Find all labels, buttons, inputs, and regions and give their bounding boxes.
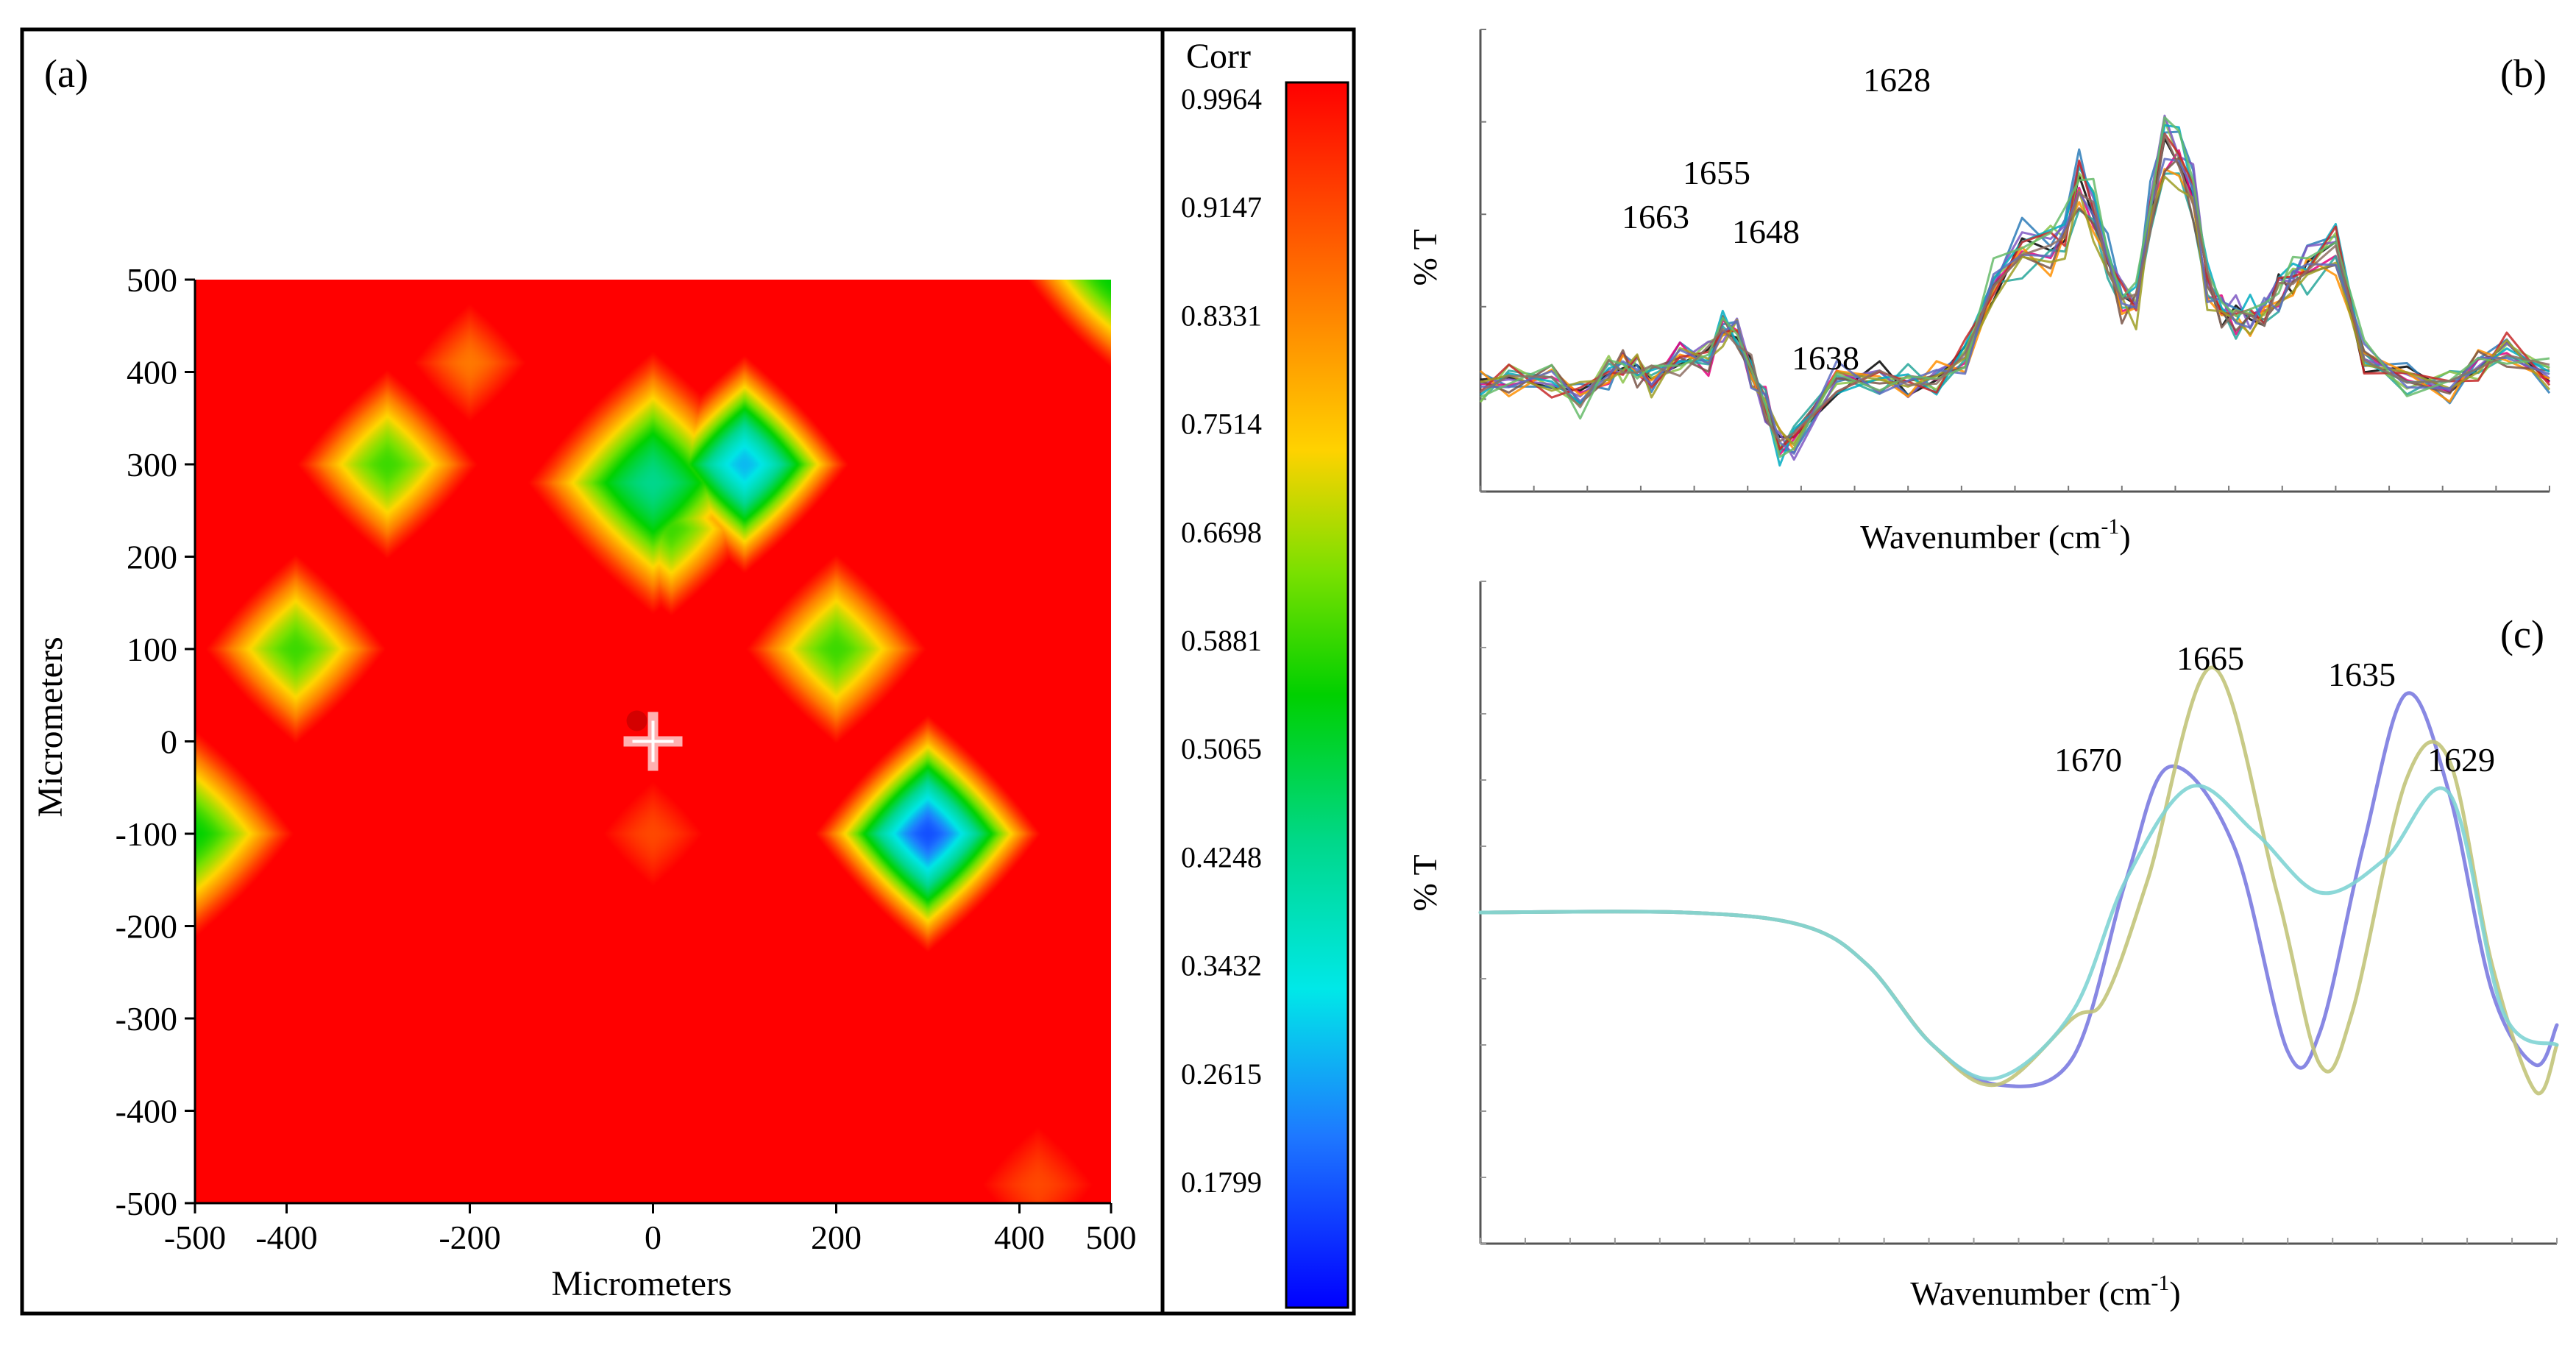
x-tick-label: 0 [645,1219,661,1256]
y-tick-label: 300 [127,446,177,483]
x-axis-label: Micrometers [551,1264,731,1303]
spectrum-series-14 [1480,133,2550,443]
colorbar-label: 0.3432 [1181,949,1262,982]
spectrum-series-2 [1480,130,2551,454]
y-tick-label: -100 [116,815,177,853]
spectrum-series-3 [1480,149,2550,456]
x-axis-ticks: -500 -400 -200 0 200 400 500 [164,1202,1137,1256]
panel-b-x-label: Wavenumber (cm-1) [1860,514,2130,556]
x-tick-label: 400 [994,1219,1045,1256]
panel-b-label: (b) [2500,52,2547,96]
colorbar-label: 0.5065 [1181,732,1262,765]
peak-label-1648: 1648 [1732,213,1800,250]
y-tick-label: 500 [127,261,177,299]
panel-a: (a) 5004003002001000-100-200-300-400-500… [20,27,1356,1316]
spectrum-series-13 [1480,116,2550,458]
peak-label-1655: 1655 [1683,154,1750,191]
colorbar-title: Corr [1186,37,1251,76]
colorbar-label: 0.1799 [1181,1166,1262,1199]
colorbar-label: 0.6698 [1181,516,1262,549]
panel-b-ticks [1480,29,2550,492]
spectrum-series-6 [1480,114,2550,461]
panel-c: (c) 1670 1665 1635 1629 % T Wavenumber (… [1406,581,2559,1312]
y-tick-label: 400 [127,354,177,391]
spectrum-series-11 [1480,175,2551,447]
marker-dot [626,710,647,731]
panel-b: (b) 1628 1655 1663 1648 1638 % T Wavenum… [1406,29,2551,556]
spectrum-series-10 [1479,132,2551,450]
center-marker[interactable] [623,710,683,771]
peak-label-1628: 1628 [1863,61,1931,99]
y-axis-ticks: 500 400 300 200 100 0 -100 -200 -300 -400 -500 [116,261,196,1222]
panel-c-fits [1478,665,2559,1096]
x-tick-label: -200 [439,1219,500,1256]
spectrum-series-9 [1480,124,2550,467]
panel-b-y-label: % T [1406,229,1444,286]
panel-c-label: (c) [2500,612,2544,656]
fit-label-1665: 1665 [2176,639,2244,677]
fit-label-1629: 1629 [2427,741,2495,779]
y-tick-label: -200 [116,908,177,946]
colorbar-label: 0.8331 [1181,299,1262,332]
y-tick-label: -500 [116,1185,177,1222]
fit-label-1635: 1635 [2328,656,2396,693]
panel-a-frame [20,27,1356,1316]
y-tick-label: 200 [127,539,177,576]
panel-c-ticks [1480,581,2558,1244]
x-tick-label: -400 [255,1219,317,1256]
y-axis-label: Micrometers [31,637,70,817]
fit-label-1670: 1670 [2054,741,2122,779]
y-tick-label: 0 [160,723,177,761]
x-tick-label: 200 [811,1219,862,1256]
panel-b-spectra [1479,114,2551,467]
colorbar-label: 0.4248 [1181,840,1262,873]
panel-c-x-label: Wavenumber (cm-1) [1910,1271,2180,1312]
panel-a-label: (a) [44,52,88,96]
fit-curve-purple [1478,691,2559,1088]
colorbar-label: 0.5881 [1181,624,1262,657]
colorbar-label: 0.7514 [1181,408,1262,441]
colorbar-labels: 0.9964 0.9147 0.8331 0.7514 0.6698 0.5881 0.50… [1181,82,1262,1199]
spectrum-series-1 [1480,137,2551,439]
y-tick-label: 100 [127,631,177,668]
colorbar [1285,81,1349,1309]
colorbar-label: 0.2615 [1181,1057,1262,1091]
y-tick-label: -400 [116,1093,177,1130]
peak-label-1638: 1638 [1792,339,1859,377]
fit-curve-teal [1478,784,2559,1081]
colorbar-label: 0.9964 [1181,82,1262,116]
marker-vline [651,720,655,762]
panel-c-y-label: % T [1406,854,1444,911]
fit-curve-olive [1478,665,2559,1096]
spectrum-series-5 [1479,119,2550,447]
spectrum-series-12 [1480,157,2550,455]
y-tick-label: -300 [116,1000,177,1038]
peak-label-1663: 1663 [1622,198,1689,235]
colorbar-label: 0.9147 [1181,191,1262,224]
x-tick-label: 500 [1086,1219,1137,1256]
x-tick-label: -500 [164,1219,226,1256]
